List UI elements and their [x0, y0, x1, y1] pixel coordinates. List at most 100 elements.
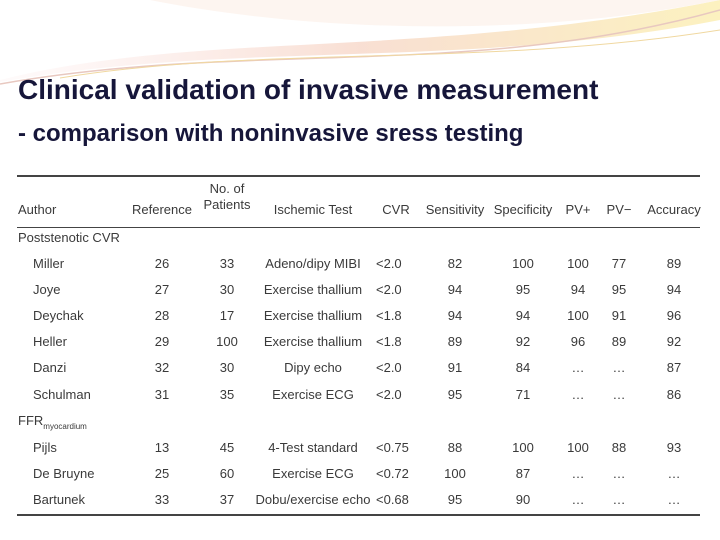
table-cell: … [571, 492, 585, 507]
table-cell: … [667, 466, 681, 481]
table-cell: Joye [33, 282, 61, 297]
table-cell: 71 [515, 387, 531, 402]
table-cell: 87 [515, 466, 531, 481]
table-cell: 31 [154, 387, 170, 402]
table-cell: 60 [219, 466, 235, 481]
table-cell: <2.0 [376, 360, 402, 375]
table-cell: Exercise thallium [263, 308, 363, 323]
table-cell: <1.8 [376, 308, 402, 323]
table-cell: 91 [611, 308, 627, 323]
table-cell: 95 [447, 492, 463, 507]
column-header: Ischemic Test [273, 202, 353, 217]
table-cell: 30 [219, 282, 235, 297]
table-cell: Danzi [33, 360, 67, 375]
table-cell: Miller [33, 256, 65, 271]
table-cell: 94 [570, 282, 586, 297]
table-cell: Heller [33, 334, 67, 349]
table-cell: 91 [447, 360, 463, 375]
table-cell: 13 [154, 440, 170, 455]
section-label: Poststenotic CVR [18, 230, 120, 245]
table-cell: … [571, 387, 585, 402]
section-label: FFRmyocardium [18, 413, 87, 431]
table-cell: 4-Test standard [268, 440, 358, 455]
table-cell: 89 [611, 334, 627, 349]
table-cell: Deychak [33, 308, 84, 323]
table-cell: <0.72 [376, 466, 409, 481]
table-cell: 96 [570, 334, 586, 349]
table-cell: 90 [515, 492, 531, 507]
table-cell: <0.75 [376, 440, 409, 455]
table-cell: 88 [447, 440, 463, 455]
column-header: Sensitivity [425, 202, 485, 217]
table-cell: Dipy echo [284, 360, 342, 375]
table-cell: 26 [154, 256, 170, 271]
table-cell: … [571, 466, 585, 481]
table-cell: 89 [666, 256, 682, 271]
table-cell: 37 [219, 492, 235, 507]
table-cell: 100 [512, 440, 534, 455]
table-cell: 25 [154, 466, 170, 481]
table-cell: 96 [666, 308, 682, 323]
column-header: Author [18, 202, 57, 217]
column-header: PV− [606, 202, 632, 217]
table-cell: 45 [219, 440, 235, 455]
rule [17, 514, 700, 516]
table-cell: <0.68 [376, 492, 409, 507]
table-cell: 95 [611, 282, 627, 297]
table-cell: Exercise thallium [263, 282, 363, 297]
table-cell: 93 [666, 440, 682, 455]
table-cell: 32 [154, 360, 170, 375]
table-cell: 100 [444, 466, 466, 481]
table-cell: 35 [219, 387, 235, 402]
table-cell: 94 [666, 282, 682, 297]
table-cell: 94 [447, 308, 463, 323]
table-cell: 89 [447, 334, 463, 349]
table-cell: <2.0 [376, 256, 402, 271]
table-cell: 100 [567, 256, 589, 271]
table-cell: 84 [515, 360, 531, 375]
table-cell: 82 [447, 256, 463, 271]
table-cell: Dobu/exercise echo [255, 492, 371, 507]
table-cell: … [667, 492, 681, 507]
section-label-subscript: myocardium [43, 422, 87, 431]
table-cell: Pijls [33, 440, 57, 455]
table-cell: 86 [666, 387, 682, 402]
table-cell: 100 [512, 256, 534, 271]
table-cell: <1.8 [376, 334, 402, 349]
table-cell: … [612, 466, 626, 481]
subtitle: - comparison with noninvasive sress test… [18, 120, 524, 147]
table-cell: 94 [447, 282, 463, 297]
rule [17, 175, 700, 177]
table-cell: 100 [216, 334, 238, 349]
table-cell: De Bruyne [33, 466, 95, 481]
table-cell: 95 [447, 387, 463, 402]
column-header: Accuracy [647, 202, 701, 217]
table-cell: Exercise ECG [272, 387, 354, 402]
table-cell: 33 [219, 256, 235, 271]
table-cell: 92 [515, 334, 531, 349]
table-cell: 95 [515, 282, 531, 297]
table-cell: 94 [515, 308, 531, 323]
table-cell: <2.0 [376, 387, 402, 402]
table-cell: 92 [666, 334, 682, 349]
column-header: No. of Patients [203, 181, 251, 212]
table-cell: Exercise thallium [263, 334, 363, 349]
table-cell: Adeno/dipy MIBI [265, 256, 361, 271]
title: Clinical validation of invasive measurem… [18, 74, 599, 105]
table-cell: … [571, 360, 585, 375]
rule [17, 227, 700, 228]
table-cell: <2.0 [376, 282, 402, 297]
table-cell: 33 [154, 492, 170, 507]
table-cell: Bartunek [33, 492, 86, 507]
table-cell: 100 [567, 440, 589, 455]
table-cell: 77 [611, 256, 627, 271]
column-header: PV+ [565, 202, 591, 217]
table-cell: 100 [567, 308, 589, 323]
table-cell: … [612, 492, 626, 507]
table-cell: 88 [611, 440, 627, 455]
column-header: Reference [132, 202, 192, 217]
table-cell: 29 [154, 334, 170, 349]
table-cell: 27 [154, 282, 170, 297]
table-cell: Exercise ECG [272, 466, 354, 481]
